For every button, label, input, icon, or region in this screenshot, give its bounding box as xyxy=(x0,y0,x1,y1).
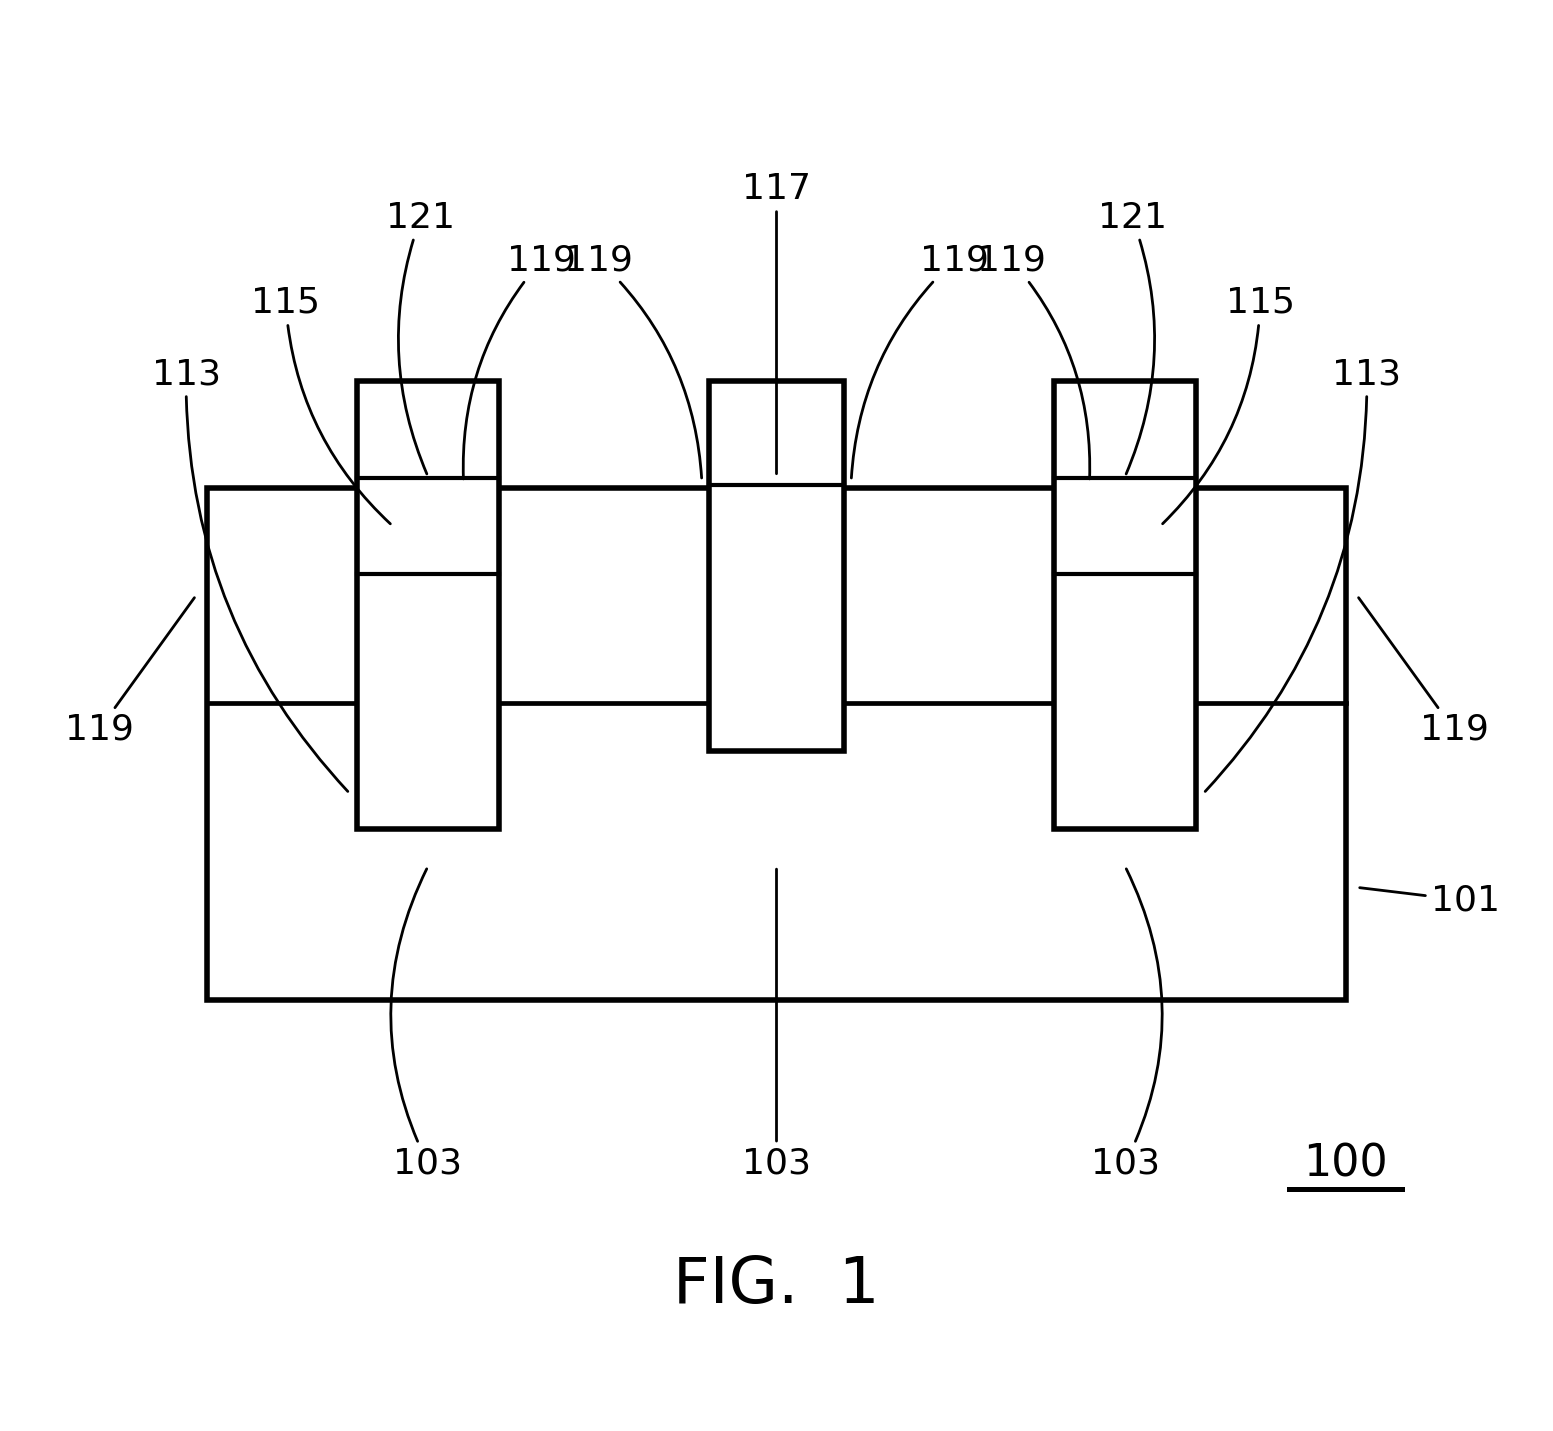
Text: 121: 121 xyxy=(387,200,455,474)
Text: 119: 119 xyxy=(564,243,702,478)
Text: 119: 119 xyxy=(463,243,576,479)
Text: 103: 103 xyxy=(1090,869,1162,1181)
Text: 119: 119 xyxy=(977,243,1090,479)
Text: 113: 113 xyxy=(1205,358,1401,791)
Text: 115: 115 xyxy=(1163,286,1295,524)
Text: 103: 103 xyxy=(391,869,463,1181)
Text: 115: 115 xyxy=(252,286,390,524)
Text: 117: 117 xyxy=(742,172,811,474)
Text: 101: 101 xyxy=(1360,883,1500,917)
Text: 121: 121 xyxy=(1098,200,1166,474)
Text: 119: 119 xyxy=(1359,598,1488,747)
Bar xyxy=(357,381,499,830)
Text: 119: 119 xyxy=(65,598,194,747)
Text: FIG.  1: FIG. 1 xyxy=(674,1254,879,1315)
Bar xyxy=(208,488,1345,1000)
Bar xyxy=(1054,381,1196,830)
Text: 113: 113 xyxy=(152,358,348,791)
Text: 119: 119 xyxy=(851,243,989,478)
Text: 103: 103 xyxy=(742,869,811,1181)
Text: 100: 100 xyxy=(1303,1142,1388,1185)
Bar xyxy=(708,381,845,751)
